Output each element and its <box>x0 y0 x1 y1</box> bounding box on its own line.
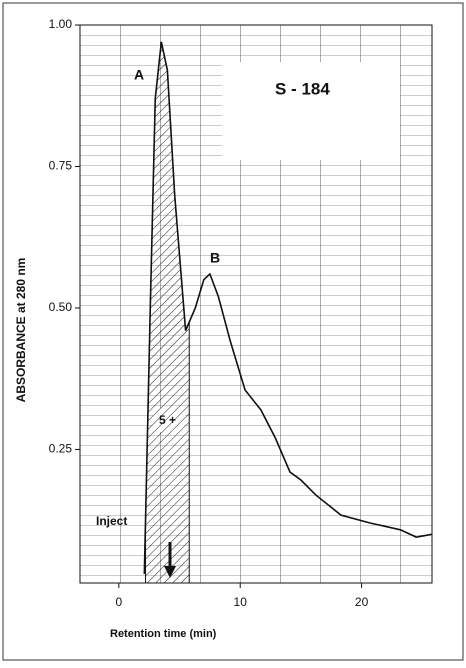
annotation: Inject <box>96 514 127 528</box>
label-box <box>222 62 400 160</box>
annotation: S - 184 <box>275 79 330 98</box>
frame <box>2 2 464 661</box>
x-tick-label: 20 <box>355 595 369 609</box>
annotation: B <box>210 250 220 266</box>
annotation: A <box>134 67 144 83</box>
y-tick-label: 0.50 <box>49 300 73 314</box>
x-tick-label: 10 <box>234 595 248 609</box>
y-tick-label: 0.25 <box>49 442 73 456</box>
y-axis-title: ABSORBANCE at 280 nm <box>14 258 28 403</box>
line <box>143 41 433 574</box>
y-tick-label: 0.75 <box>49 159 73 173</box>
y-tick-label: 1.00 <box>49 17 73 31</box>
x-axis-title: Retention time (min) <box>110 628 217 640</box>
plot-border <box>79 24 433 584</box>
x-tick-label: 0 <box>115 595 122 609</box>
